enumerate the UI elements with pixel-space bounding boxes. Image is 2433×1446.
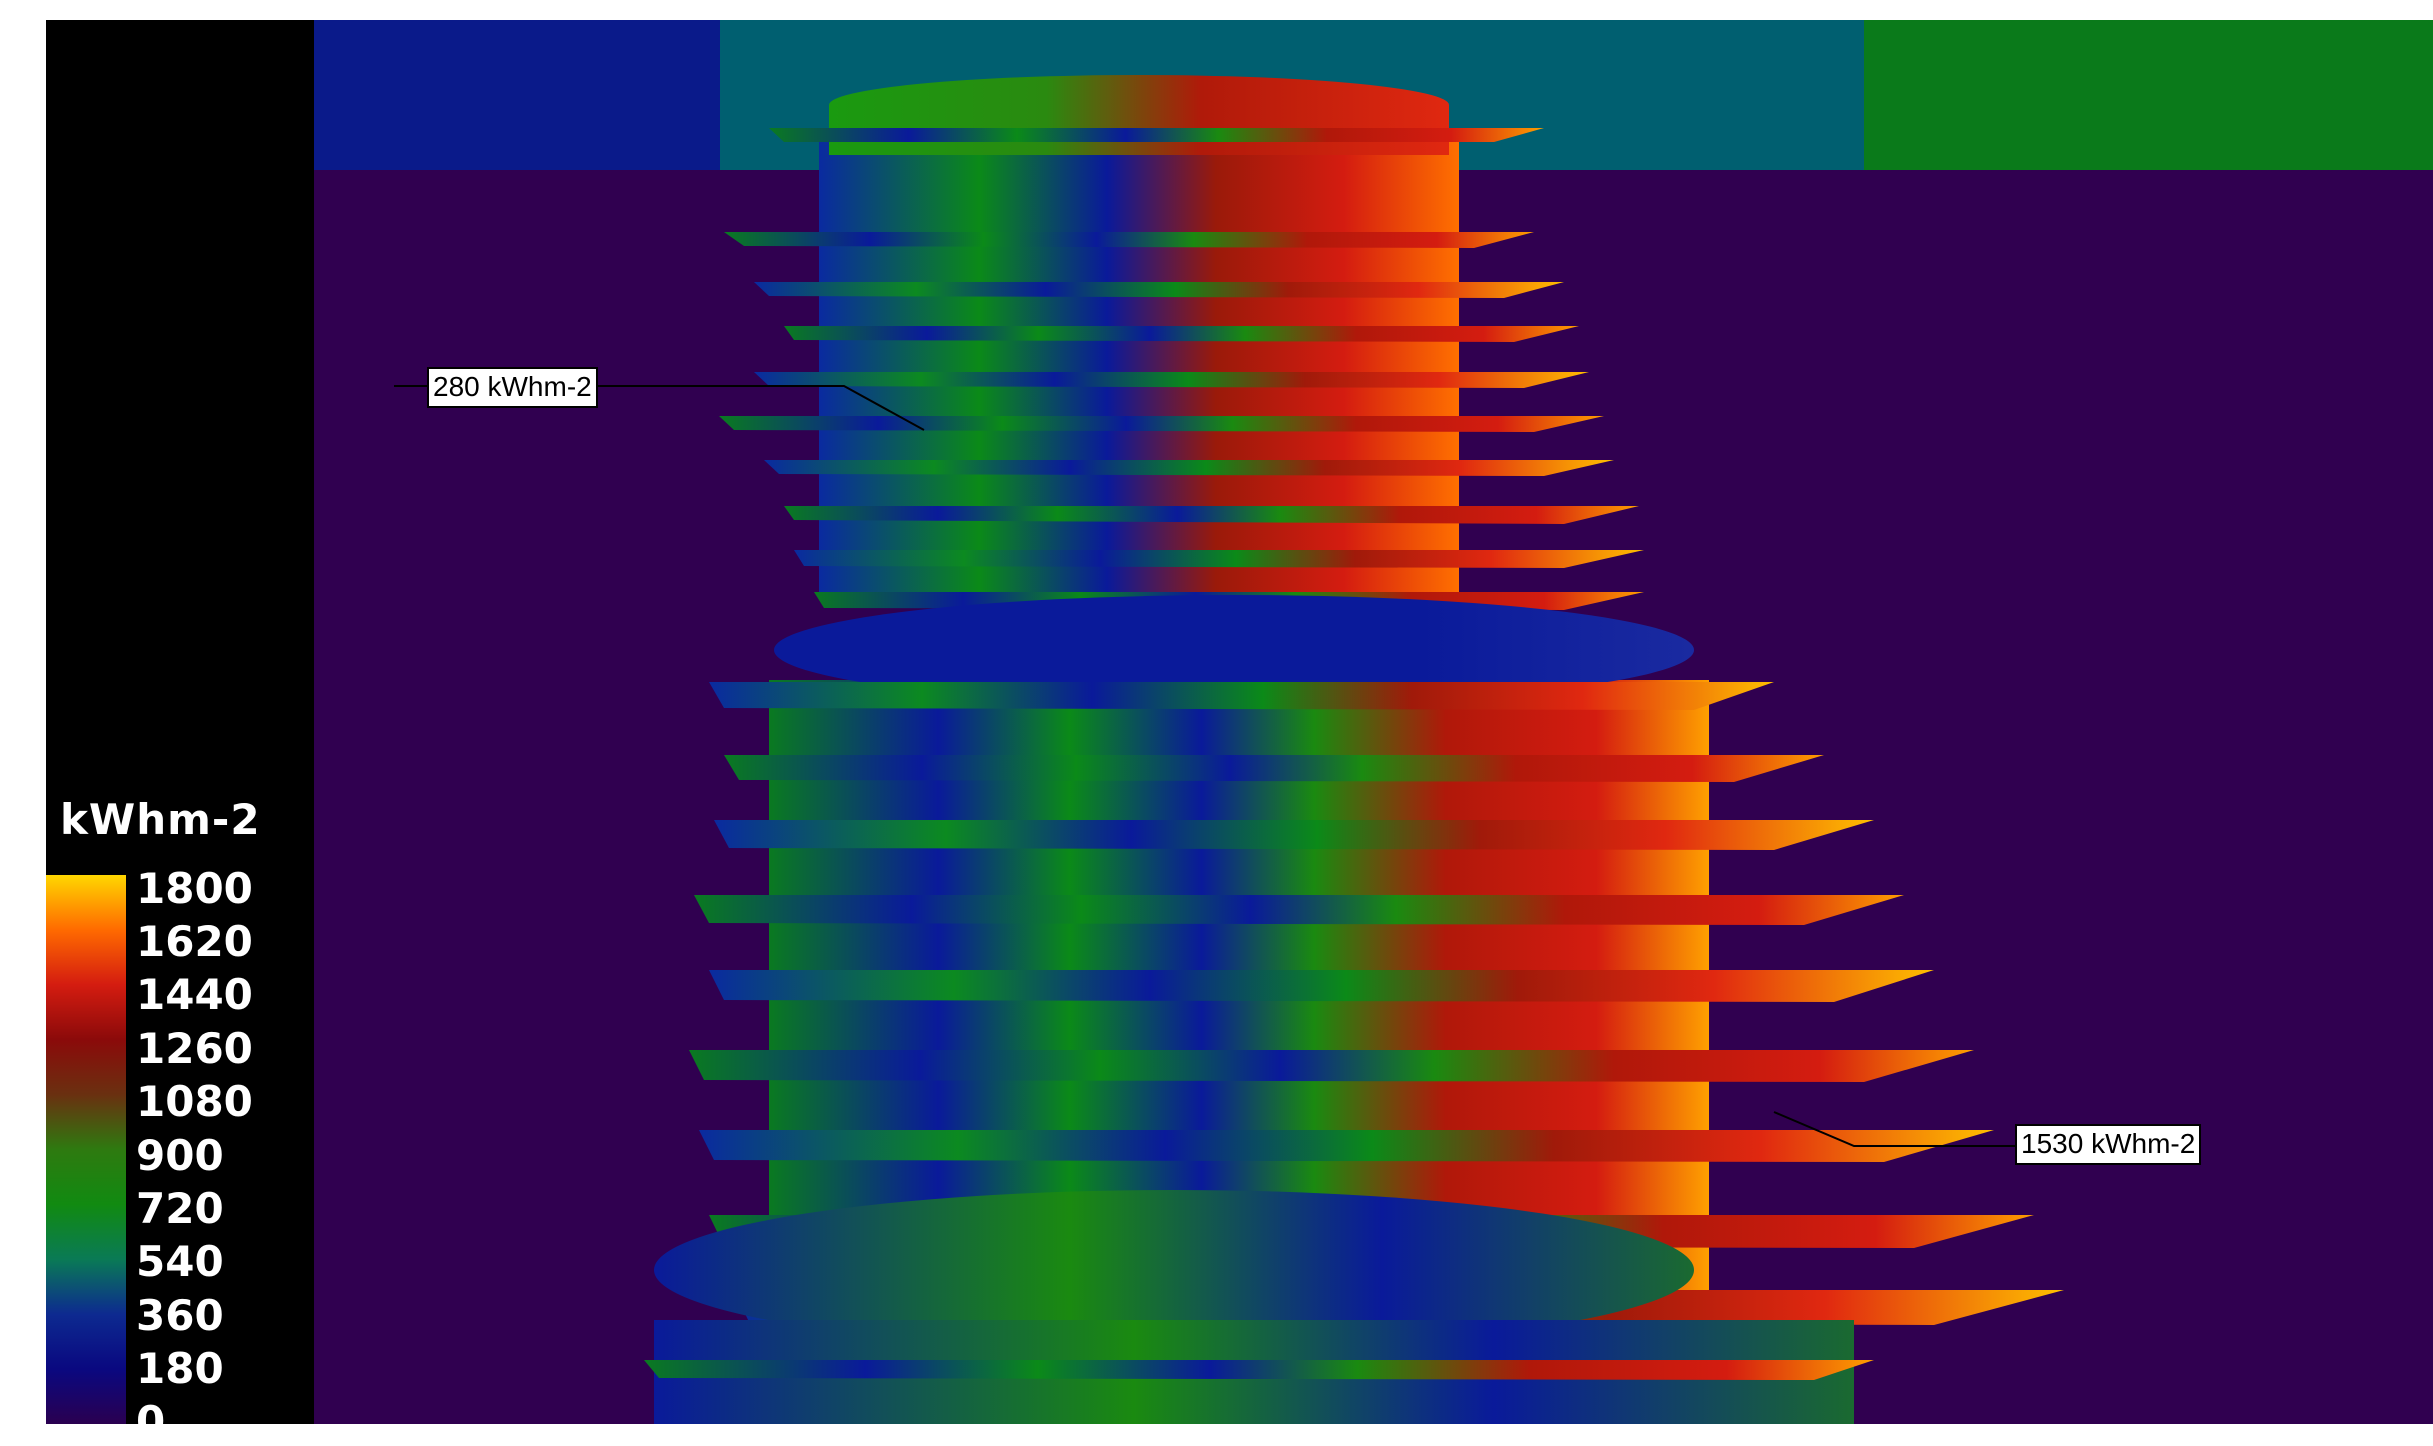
lower-tower — [644, 1190, 1874, 1424]
legend-tick: 0 — [136, 1397, 166, 1446]
legend-tick: 1260 — [136, 1024, 253, 1073]
callout-high-value: 1530 kWhm-2 — [2015, 1124, 2202, 1165]
legend-tick: 180 — [136, 1344, 224, 1393]
color-scale-legend: kWhm-2 1800 1620 1440 1260 1080 900 720 … — [46, 20, 314, 1443]
legend-tick: 1620 — [136, 917, 253, 966]
legend-unit-label: kWhm-2 — [60, 795, 261, 844]
legend-tick: 720 — [136, 1184, 224, 1233]
legend-tick-labels: 1800 1620 1440 1260 1080 900 720 540 360… — [136, 864, 306, 1443]
sky-band-right — [1864, 20, 2433, 170]
legend-tick: 1800 — [136, 864, 253, 913]
legend-color-bar — [46, 875, 126, 1424]
upper-tower — [719, 75, 1644, 610]
legend-tick: 1080 — [136, 1077, 253, 1126]
solar-radiation-render — [314, 20, 2433, 1424]
building-render — [314, 20, 2433, 1424]
callout-low-value: 280 kWhm-2 — [427, 367, 598, 408]
legend-tick: 540 — [136, 1237, 224, 1286]
legend-tick: 1440 — [136, 970, 253, 1019]
sky-band-left — [314, 20, 720, 170]
legend-tick: 900 — [136, 1131, 224, 1180]
legend-tick: 360 — [136, 1291, 224, 1340]
